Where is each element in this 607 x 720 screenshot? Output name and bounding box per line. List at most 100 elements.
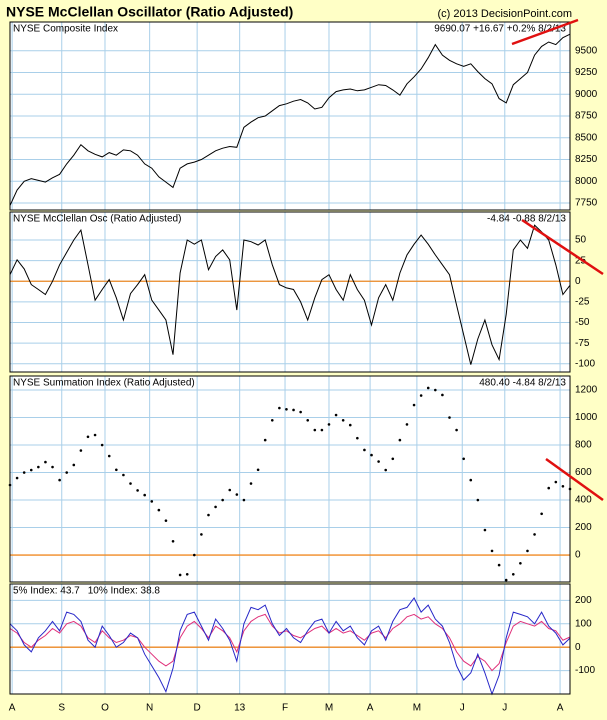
data-dot <box>65 471 69 474</box>
plot-frame <box>9 375 571 583</box>
panel-title: NYSE McClellan Osc (Ratio Adjusted) <box>13 214 181 225</box>
data-line <box>9 224 571 365</box>
data-dot <box>51 465 54 469</box>
x-tick-label: M <box>413 703 421 714</box>
y-tick-label: 25 <box>575 255 587 266</box>
y-tick-label: -50 <box>575 317 590 328</box>
y-tick-label: 8000 <box>575 176 598 187</box>
data-dot <box>511 572 515 576</box>
legend-entry: 10% Index: 38.8 <box>88 586 161 597</box>
panel-readout: 9690.07 +16.67 +0.2% 8/2/13 <box>434 24 566 35</box>
data-dot <box>426 386 430 390</box>
trend-annotation <box>521 218 604 276</box>
data-dot <box>320 428 324 432</box>
x-tick-label: 13 <box>234 703 246 714</box>
y-tick-label: 800 <box>575 440 592 451</box>
data-dot <box>533 533 536 536</box>
data-dot <box>143 493 146 497</box>
y-tick-label: 100 <box>575 618 592 629</box>
y-tick-label: 9500 <box>575 45 598 56</box>
y-tick-label: 50 <box>575 235 587 246</box>
x-tick-label: F <box>282 703 288 714</box>
data-dot <box>86 435 90 439</box>
annotations <box>511 18 604 502</box>
data-dot <box>79 449 83 452</box>
y-tick-label: -100 <box>575 358 595 369</box>
x-tick-label: A <box>367 703 374 714</box>
panel-readout: 480.40 -4.84 8/2/13 <box>479 378 566 389</box>
data-dot <box>256 468 260 472</box>
data-dot <box>15 476 19 480</box>
y-tick-label: 8500 <box>575 132 598 143</box>
data-dot <box>540 512 543 516</box>
y-tick-label: -75 <box>575 338 590 349</box>
y-tick-label: 0 <box>575 550 581 561</box>
data-dot <box>136 489 139 492</box>
data-dot <box>228 488 232 492</box>
y-tick-label: 8750 <box>575 111 598 122</box>
page-title: NYSE McClellan Oscillator (Ratio Adjuste… <box>6 4 293 20</box>
y-tick-label: 1200 <box>575 385 598 396</box>
data-dot <box>44 460 47 464</box>
data-dot <box>37 465 40 469</box>
data-dot <box>270 418 274 422</box>
y-tick-label: 200 <box>575 595 592 606</box>
data-dot <box>483 528 487 532</box>
data-dot <box>398 438 402 442</box>
data-dot <box>348 423 352 427</box>
data-dot <box>306 418 310 422</box>
plot-frame <box>9 583 571 695</box>
data-dot <box>107 454 111 458</box>
data-dot <box>235 493 239 496</box>
x-tick-label: A <box>557 703 564 714</box>
data-dot <box>469 478 473 482</box>
plot-area <box>10 376 570 582</box>
panel-title: NYSE Composite Index <box>13 24 118 35</box>
data-dot <box>171 539 175 543</box>
plot-area <box>10 584 570 694</box>
y-tick-label: 8250 <box>575 154 598 165</box>
y-tick-label: -25 <box>575 297 590 308</box>
data-dot <box>29 468 33 472</box>
data-dot <box>299 410 302 414</box>
data-line <box>9 597 571 696</box>
data-dot <box>263 438 267 442</box>
data-dot <box>285 407 288 411</box>
data-dot <box>547 486 551 490</box>
data-dot <box>93 433 97 437</box>
y-tick-label: 600 <box>575 467 592 478</box>
y-tick-label: 1000 <box>575 412 598 423</box>
data-dot <box>441 393 444 397</box>
legend-entry: 5% Index: 43.7 <box>13 586 80 597</box>
y-tick-label: 9000 <box>575 89 598 100</box>
data-dot <box>249 482 253 485</box>
data-dot <box>221 498 224 502</box>
data-dot <box>341 418 345 422</box>
trend-annotation <box>511 18 579 46</box>
trend-annotation <box>545 457 604 502</box>
data-dot <box>193 553 196 557</box>
x-tick-label: J <box>502 703 507 714</box>
data-dot <box>519 561 522 565</box>
data-dot <box>490 549 494 553</box>
plot-area <box>10 212 570 372</box>
y-tick-label: 0 <box>575 276 581 287</box>
panel-readout: -4.84 -0.88 8/2/13 <box>487 214 566 225</box>
data-dot <box>292 408 295 412</box>
x-tick-label: S <box>58 703 65 714</box>
y-tick-label: 0 <box>575 642 581 653</box>
data-dot <box>412 403 416 407</box>
data-dot <box>377 460 380 463</box>
data-dot <box>384 468 387 472</box>
x-tick-label: J <box>460 703 465 714</box>
data-dot <box>157 508 161 512</box>
data-dot <box>100 443 104 447</box>
x-tick-label: N <box>146 703 153 714</box>
y-tick-label: 9250 <box>575 67 598 78</box>
data-dot <box>242 498 246 502</box>
x-tick-label: A <box>9 703 16 714</box>
plot-frame <box>9 21 571 211</box>
data-dot <box>278 406 281 410</box>
